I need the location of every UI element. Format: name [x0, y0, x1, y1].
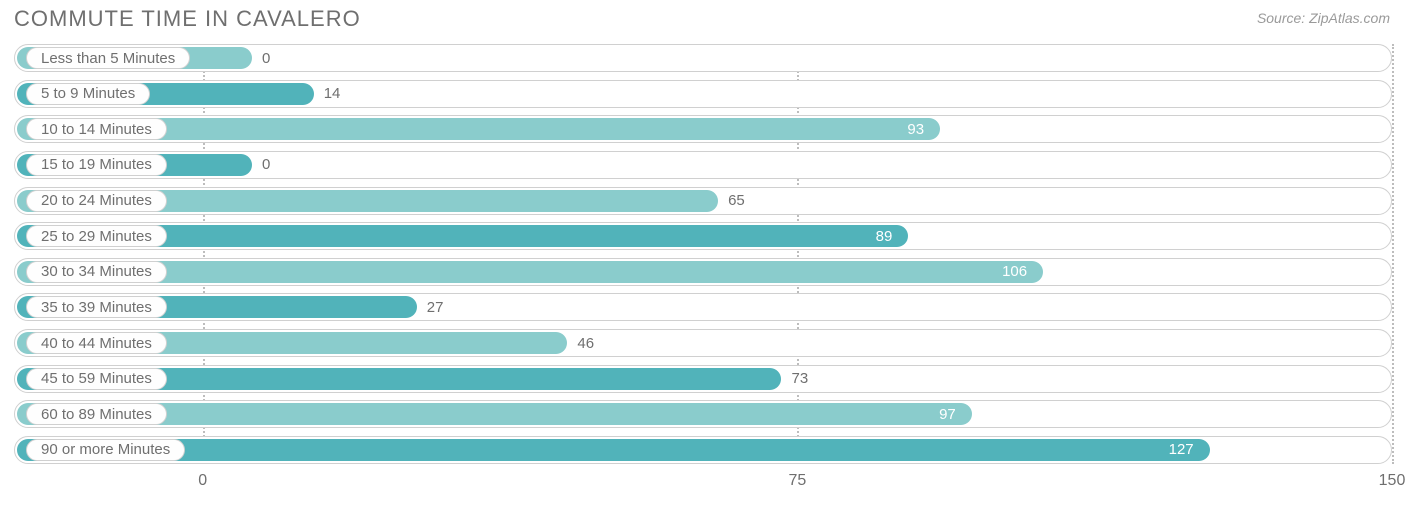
x-tick-label: 0 [198, 472, 207, 490]
bar-row: 14 5 to 9 Minutes [14, 80, 1392, 108]
bar-row: 73 45 to 59 Minutes [14, 365, 1392, 393]
bar-value: 65 [718, 187, 745, 215]
x-axis: 075150 [14, 466, 1392, 490]
bar-value: 27 [417, 293, 444, 321]
bar-row: 46 40 to 44 Minutes [14, 329, 1392, 357]
category-label: 5 to 9 Minutes [26, 83, 150, 105]
category-label: 40 to 44 Minutes [26, 332, 167, 354]
category-label: 60 to 89 Minutes [26, 403, 167, 425]
bar-value: 93 [907, 121, 940, 138]
category-label: Less than 5 Minutes [26, 47, 190, 69]
bar-row: 89 25 to 29 Minutes [14, 222, 1392, 250]
bar-row: 127 90 or more Minutes [14, 436, 1392, 464]
bar-rows: 0 Less than 5 Minutes 14 5 to 9 Minutes 93 10… [14, 44, 1392, 464]
bar-value: 0 [252, 151, 270, 179]
bar-value: 0 [252, 44, 270, 72]
bar-value: 89 [876, 228, 909, 245]
category-label: 15 to 19 Minutes [26, 154, 167, 176]
bar-value: 97 [939, 406, 972, 423]
plot-area: 0 Less than 5 Minutes 14 5 to 9 Minutes 93 10… [14, 44, 1392, 490]
bar-row: 27 35 to 39 Minutes [14, 293, 1392, 321]
x-tick-label: 150 [1379, 472, 1406, 490]
bar-value: 127 [1169, 441, 1210, 458]
chart-title: COMMUTE TIME IN CAVALERO [14, 6, 361, 32]
bar-row: 93 10 to 14 Minutes [14, 115, 1392, 143]
bar-value: 46 [567, 329, 594, 357]
bar-row: 65 20 to 24 Minutes [14, 187, 1392, 215]
category-label: 45 to 59 Minutes [26, 368, 167, 390]
chart-source: Source: ZipAtlas.com [1257, 10, 1390, 26]
bar-value: 106 [1002, 263, 1043, 280]
bar-row: 0 Less than 5 Minutes [14, 44, 1392, 72]
bar-value: 14 [314, 80, 341, 108]
category-label: 25 to 29 Minutes [26, 225, 167, 247]
bar-row: 106 30 to 34 Minutes [14, 258, 1392, 286]
category-label: 30 to 34 Minutes [26, 261, 167, 283]
category-label: 90 or more Minutes [26, 439, 185, 461]
chart-container: COMMUTE TIME IN CAVALERO Source: ZipAtla… [0, 0, 1406, 523]
category-label: 20 to 24 Minutes [26, 190, 167, 212]
category-label: 35 to 39 Minutes [26, 296, 167, 318]
bar: 106 [17, 261, 1043, 283]
x-tick-label: 75 [788, 472, 806, 490]
bar-row: 97 60 to 89 Minutes [14, 400, 1392, 428]
category-label: 10 to 14 Minutes [26, 118, 167, 140]
grid-line [1392, 44, 1394, 464]
bar-value: 73 [781, 365, 808, 393]
bar-row: 0 15 to 19 Minutes [14, 151, 1392, 179]
bar: 127 [17, 439, 1210, 461]
